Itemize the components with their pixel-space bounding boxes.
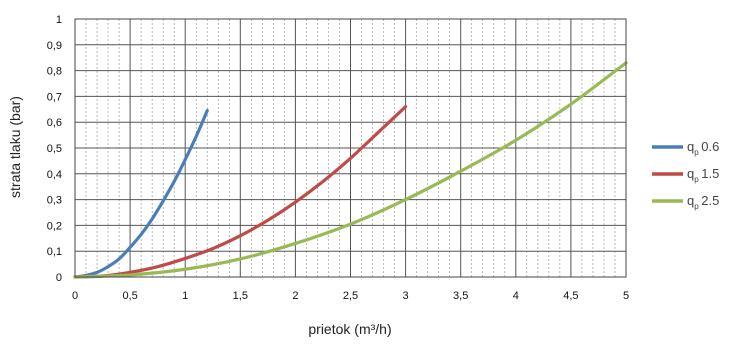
y-tick-label: 0,7	[47, 91, 62, 103]
legend-item: qp 1.5	[652, 166, 719, 184]
x-tick-label: 0	[72, 290, 78, 302]
tick-labels: 0 0,5 1 1,5 2 2,5 3 3,5 4 4,5 5 0 0,1 0,2 0,3 0,4 0,5 0,6…	[47, 14, 629, 302]
y-tick-label: 0,4	[47, 169, 62, 181]
x-axis-label: prietok (m³/h)	[308, 321, 391, 337]
y-tick-label: 0,8	[47, 66, 62, 78]
x-tick-label: 3	[403, 290, 409, 302]
x-tick-label: 1	[182, 290, 188, 302]
legend-item: qp 0.6	[652, 139, 719, 157]
plot-area-frame	[74, 18, 627, 278]
x-tick-label: 5	[623, 290, 629, 302]
series-line-0	[73, 108, 209, 279]
legend-label: qp 2.5	[687, 193, 719, 211]
grid	[74, 18, 627, 278]
x-tick-label: 0,5	[122, 290, 137, 302]
y-tick-label: 0,3	[47, 195, 62, 207]
x-tick-label: 1,5	[233, 290, 248, 302]
x-tick-label: 2	[292, 290, 298, 302]
legend-label: qp 0.6	[687, 139, 719, 157]
series-line-1	[73, 105, 408, 279]
series-lines	[73, 61, 628, 279]
legend-item: qp 2.5	[652, 193, 719, 211]
y-tick-label: 0,9	[47, 40, 62, 52]
y-tick-label: 0,1	[47, 246, 62, 258]
y-tick-label: 1	[56, 14, 62, 26]
legend: qp 0.6 qp 1.5 qp 2.5	[652, 139, 719, 211]
series-line-2	[73, 61, 628, 279]
x-tick-label: 4,5	[563, 290, 578, 302]
y-tick-label: 0,6	[47, 117, 62, 129]
y-tick-label: 0	[56, 272, 62, 284]
x-tick-label: 4	[513, 290, 519, 302]
y-axis-label: strata tlaku (bar)	[7, 96, 23, 198]
x-tick-label: 2,5	[343, 290, 358, 302]
x-tick-label: 3,5	[453, 290, 468, 302]
legend-label: qp 1.5	[687, 166, 719, 184]
y-tick-label: 0,5	[47, 143, 62, 155]
y-tick-label: 0,2	[47, 220, 62, 232]
